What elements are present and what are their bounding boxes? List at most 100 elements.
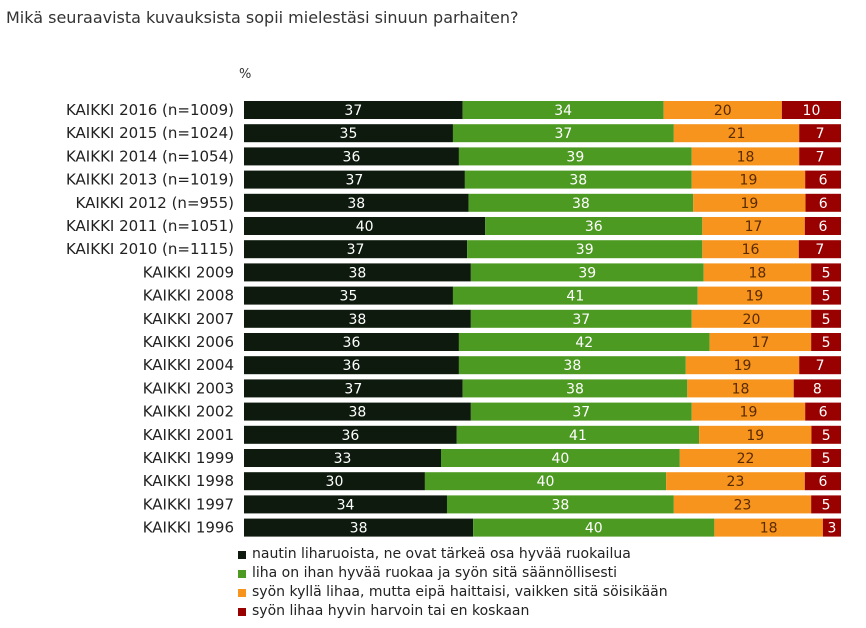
data-label: 40 [585, 521, 603, 537]
data-label: 40 [551, 451, 569, 467]
data-label: 39 [566, 149, 584, 165]
bar-segment [799, 124, 841, 143]
data-label: 17 [745, 219, 763, 235]
data-label: 37 [572, 312, 590, 328]
category-label: KAIKKI 2001 [143, 426, 234, 444]
category-label: KAIKKI 1998 [143, 472, 234, 490]
data-label: 18 [749, 265, 767, 281]
bar-segment [244, 217, 486, 235]
data-label: 38 [347, 196, 365, 212]
legend: nautin liharuoista, ne ovat tärkeä osa h… [238, 545, 668, 621]
category-label: KAIKKI 2006 [143, 333, 234, 351]
data-label: 19 [740, 405, 758, 421]
bar-segment [244, 356, 459, 375]
bar-segment [452, 124, 674, 143]
data-label: 7 [816, 126, 825, 142]
bar-segment [244, 472, 425, 491]
data-label: 18 [732, 381, 750, 397]
bar-segment [244, 193, 469, 212]
bar-segment [666, 472, 805, 491]
bar-segment [446, 495, 674, 514]
data-label: 34 [337, 497, 355, 513]
data-label: 18 [760, 521, 778, 537]
bar-segment [693, 193, 806, 212]
data-label: 36 [341, 428, 359, 444]
bar-segment [673, 124, 800, 143]
bar-segment [811, 425, 841, 444]
bar-segment [244, 495, 447, 514]
data-label: 38 [350, 521, 368, 537]
bar-segment [470, 402, 692, 421]
bar-segment [699, 425, 812, 444]
data-label: 39 [576, 242, 594, 258]
legend-swatch-2 [238, 588, 246, 597]
category-label: KAIKKI 2007 [143, 310, 234, 328]
category-label: KAIKKI 2004 [143, 356, 234, 374]
data-label: 35 [340, 289, 358, 305]
bar-segment [468, 193, 694, 212]
data-label: 7 [816, 358, 825, 374]
unit-label: % [239, 67, 252, 82]
bar-segment [244, 101, 463, 119]
data-label: 6 [819, 405, 828, 421]
data-label: 34 [554, 103, 572, 119]
data-label: 7 [816, 149, 825, 165]
data-label: 21 [728, 126, 746, 142]
bar-segment [244, 240, 468, 259]
legend-swatch-3 [238, 607, 246, 616]
category-label: KAIKKI 2002 [143, 403, 234, 421]
category-label: KAIKKI 2014 (n=1054) [66, 147, 234, 165]
category-label: KAIKKI 1997 [143, 495, 234, 513]
category-label: KAIKKI 2009 [143, 263, 234, 281]
bar-segment [458, 356, 686, 375]
data-label: 35 [340, 126, 358, 142]
bar-segment [781, 101, 841, 119]
bar-segment [458, 147, 692, 166]
bar-segment [702, 217, 805, 235]
bar-segment [811, 495, 841, 514]
bar-segment [709, 333, 812, 351]
data-label: 37 [347, 242, 365, 258]
data-label: 8 [813, 381, 822, 397]
data-label: 5 [822, 335, 831, 351]
data-label: 38 [572, 196, 590, 212]
category-label: KAIKKI 2003 [143, 379, 234, 397]
data-label: 6 [819, 196, 828, 212]
bar-segment [470, 263, 704, 282]
bar-segment [673, 495, 812, 514]
bar-segment [663, 101, 782, 119]
bar-segment [793, 379, 841, 398]
category-label: KAIKKI 2016 (n=1009) [66, 101, 234, 119]
data-label: 17 [751, 335, 769, 351]
bar-segment [811, 263, 841, 282]
data-label: 38 [563, 358, 581, 374]
bar-segment [822, 518, 841, 537]
data-label: 40 [537, 474, 555, 490]
bar-segment [805, 193, 841, 212]
data-label: 38 [349, 312, 367, 328]
bar-segment [456, 425, 700, 444]
bar-segment [462, 379, 688, 398]
data-label: 5 [822, 428, 831, 444]
bar-segment [244, 333, 459, 351]
bar-segment [244, 309, 471, 328]
bar-segment [470, 309, 692, 328]
legend-label-0: nautin liharuoista, ne ovat tärkeä osa h… [252, 546, 631, 562]
legend-label-1: liha on ihan hyvää ruokaa ja syön sitä s… [252, 565, 618, 581]
category-label: KAIKKI 2012 (n=955) [76, 194, 234, 212]
data-label: 36 [343, 358, 361, 374]
category-label: KAIKKI 2010 (n=1115) [66, 240, 234, 258]
legend-label-3: syön lihaa hyvin harvoin tai en koskaan [252, 603, 530, 619]
data-label: 38 [349, 265, 367, 281]
data-label: 23 [727, 474, 745, 490]
bar-segment [244, 518, 474, 537]
bar-segment [244, 170, 465, 189]
bar-segment [691, 170, 806, 189]
bar-segment [811, 286, 841, 305]
data-label: 20 [743, 312, 761, 328]
data-label: 6 [819, 173, 828, 189]
chart-title: Mikä seuraavista kuvauksista sopii miele… [6, 8, 519, 27]
data-label: 38 [566, 381, 584, 397]
category-label: KAIKKI 2008 [143, 287, 234, 305]
